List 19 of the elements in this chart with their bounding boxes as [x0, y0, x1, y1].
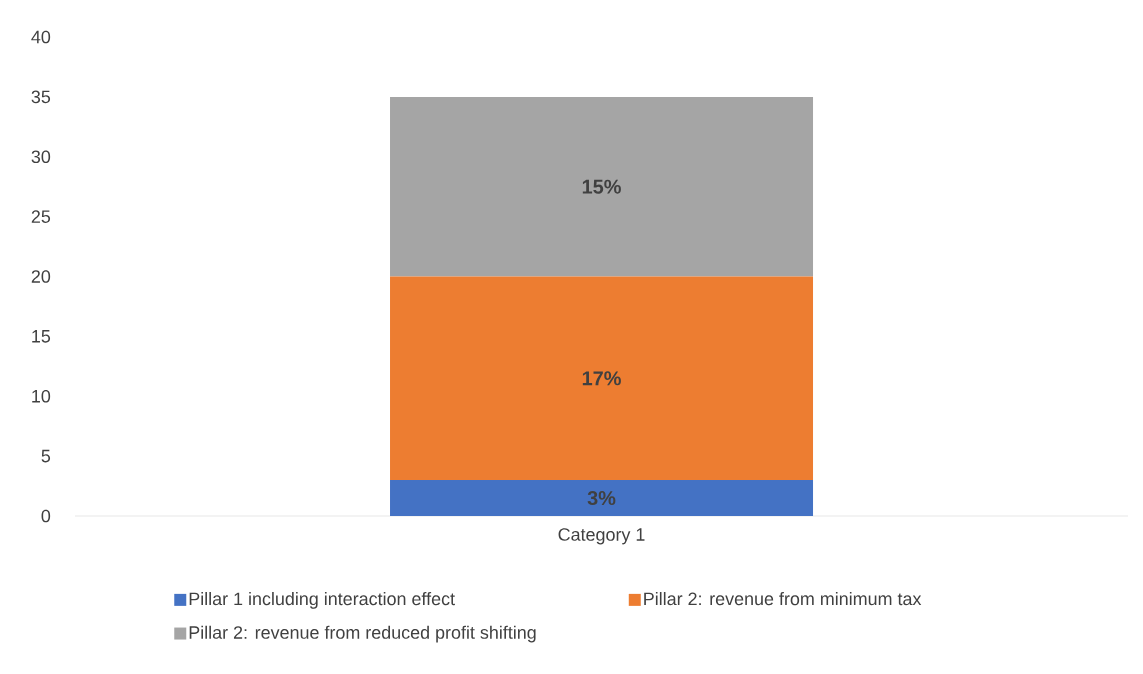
- legend-label: Pillar 2: revenue from minimum tax: [644, 592, 922, 606]
- data-label: 3%: [587, 490, 616, 506]
- y-tick-label: 0: [41, 509, 51, 523]
- data-label: 15%: [582, 179, 621, 194]
- y-tick-label: 20: [31, 270, 51, 283]
- bar: [390, 276, 814, 481]
- y-tick-label: 40: [31, 30, 51, 44]
- y-tick-label: 25: [31, 210, 51, 223]
- bar: [390, 480, 814, 516]
- x-tick-label: Category 1: [558, 528, 645, 545]
- legend-label: Pillar 2: revenue from reduced profit shifting: [189, 625, 536, 643]
- data-label: 17%: [582, 371, 621, 386]
- legend-label: Pillar 1 including interaction effect: [189, 592, 455, 609]
- y-tick-label: 10: [32, 389, 51, 403]
- y-tick-label: 35: [31, 90, 51, 104]
- y-tick-label: 15: [32, 330, 51, 343]
- y-tick-label: 5: [41, 449, 51, 463]
- bar: [390, 96, 814, 277]
- y-tick-label: 30: [31, 150, 51, 164]
